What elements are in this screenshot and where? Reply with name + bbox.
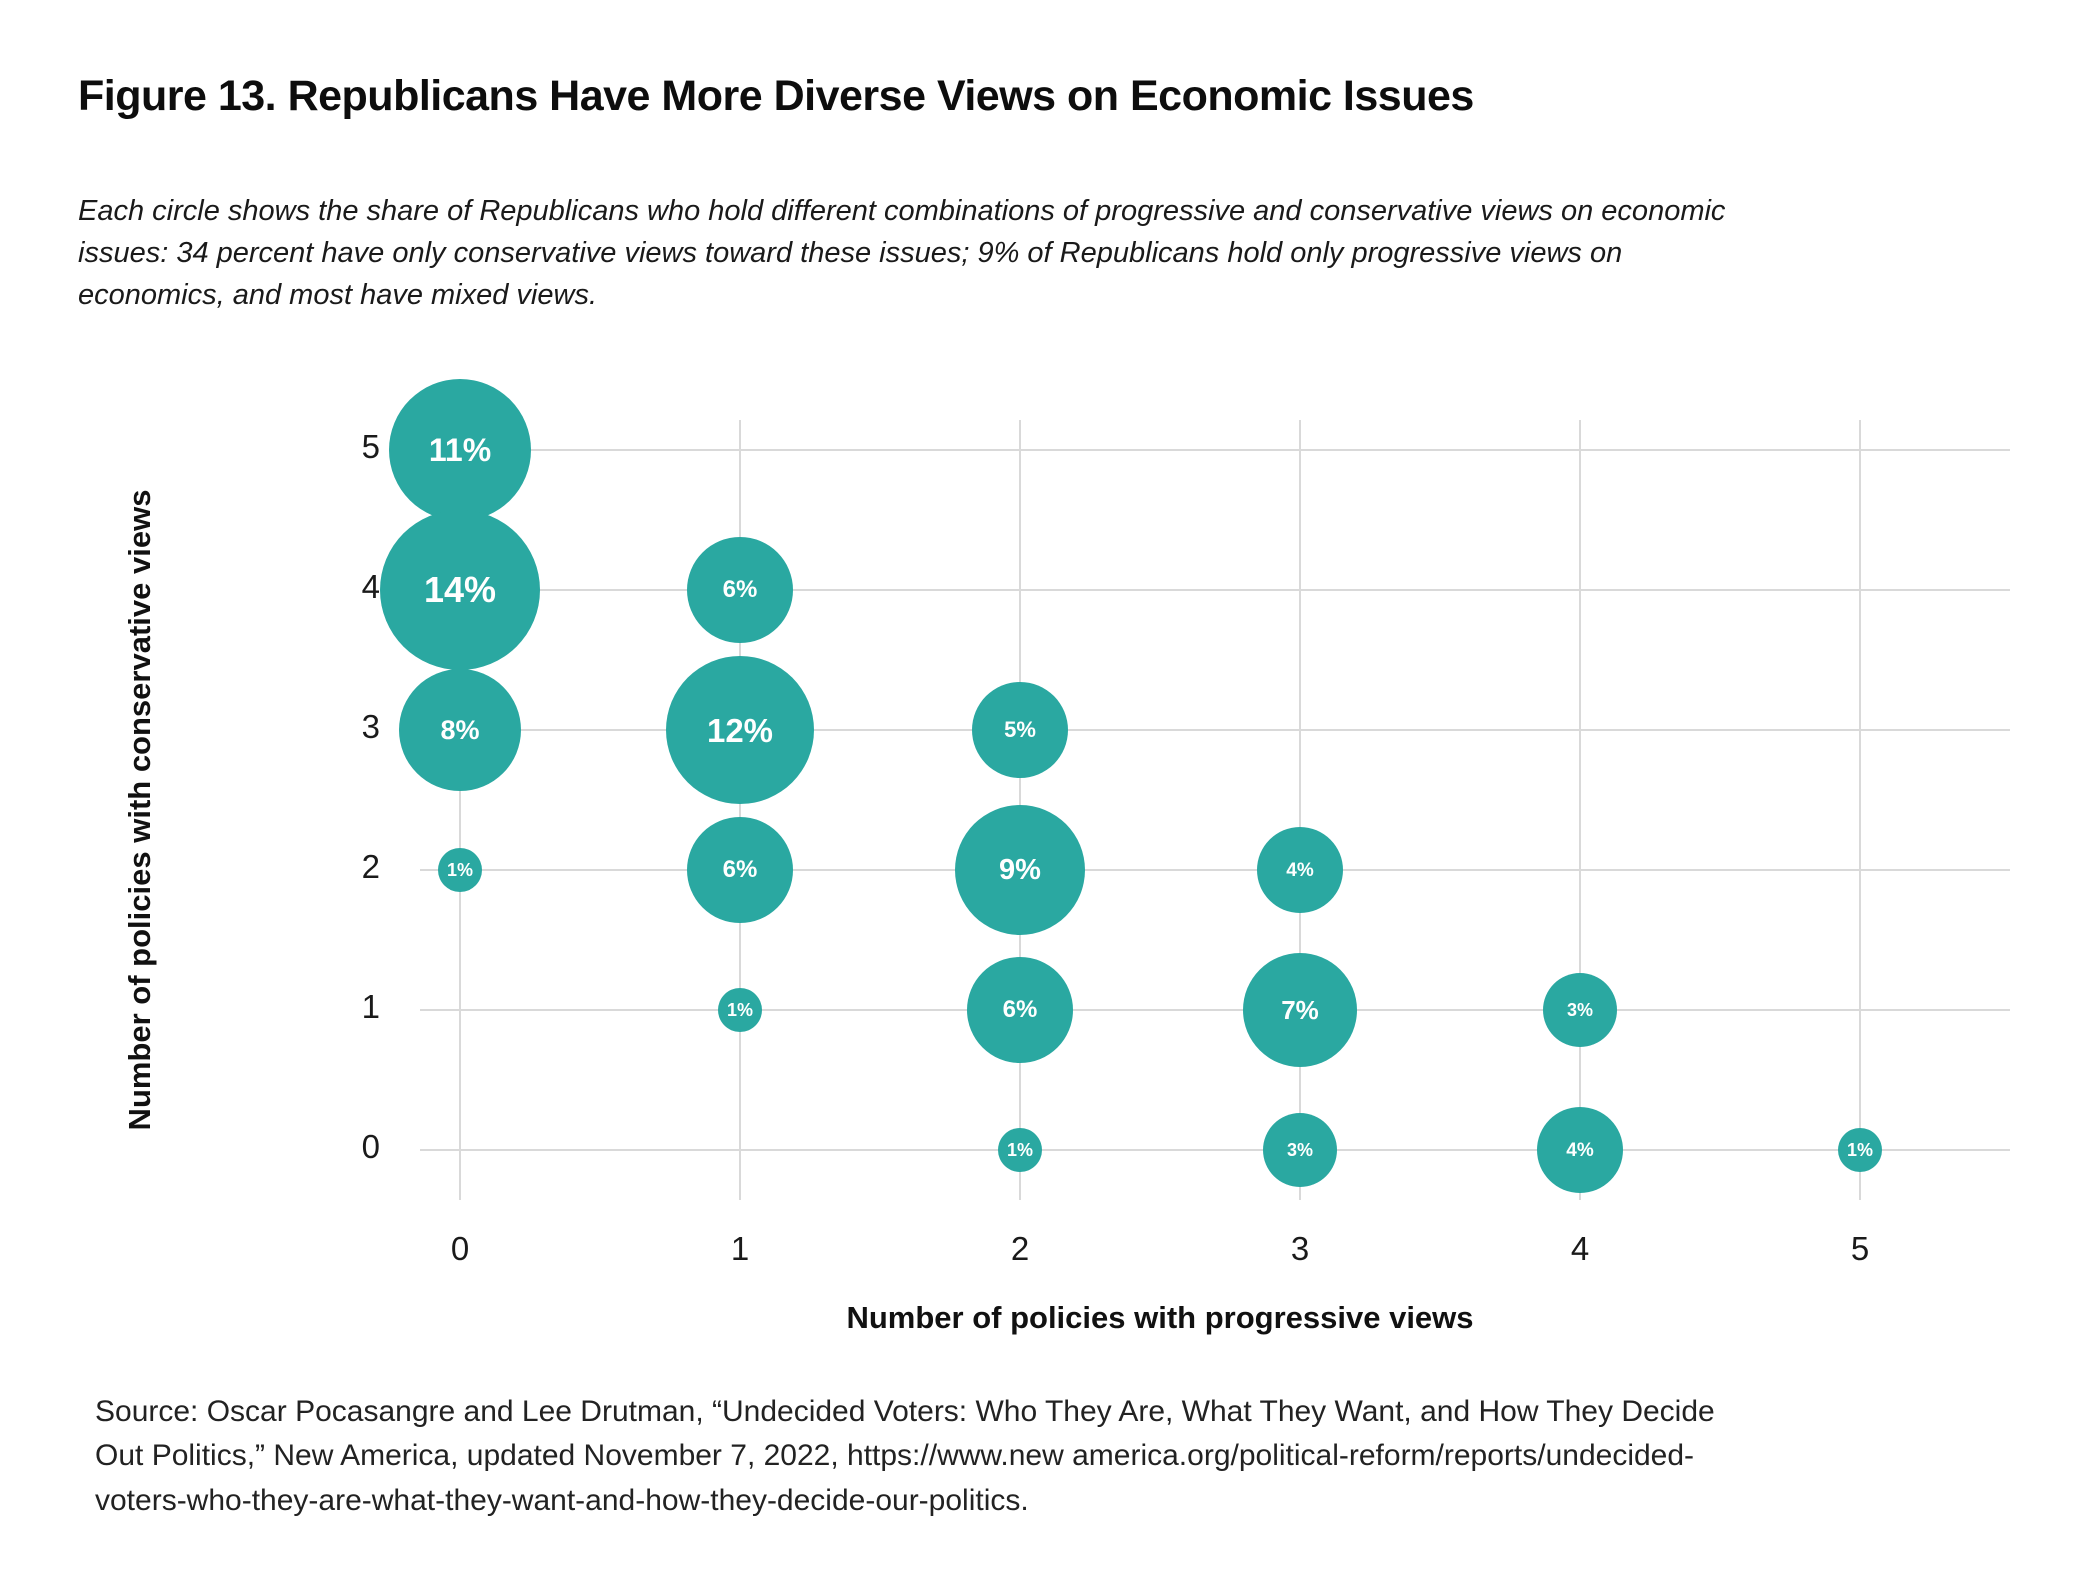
- gridline-vertical: [1299, 420, 1301, 1200]
- bubble: 11%: [389, 379, 531, 521]
- bubble-chart: Number of policies with conservative vie…: [122, 379, 2010, 1335]
- bubble: 1%: [438, 848, 482, 892]
- bubble: 6%: [687, 817, 793, 923]
- x-tick-label: 0: [450, 1230, 470, 1267]
- gridline-horizontal: [420, 589, 2010, 591]
- text-line: Each circle shows the share of Republica…: [78, 195, 1726, 227]
- gridline-horizontal: [420, 449, 2010, 451]
- y-tick-label: 5: [361, 428, 380, 465]
- y-tick-label: 4: [361, 568, 380, 605]
- bubble: 5%: [972, 682, 1068, 778]
- bubble: 1%: [718, 988, 762, 1032]
- gridline-vertical: [1859, 420, 1861, 1200]
- figure-title: Figure 13. Republicans Have More Diverse…: [78, 72, 1474, 120]
- text-line: voters-who-they-are-what-they-want-and-h…: [95, 1483, 1029, 1517]
- y-tick-label: 1: [361, 988, 380, 1025]
- text-line: Out Politics,” New America, updated Nove…: [95, 1439, 1695, 1473]
- gridline-horizontal: [420, 1009, 2010, 1011]
- source-note: Source: Oscar Pocasangre and Lee Drutman…: [95, 1390, 1715, 1523]
- x-tick-label: 2: [1010, 1230, 1030, 1267]
- gridline-horizontal: [420, 729, 2010, 731]
- gridline-horizontal: [420, 869, 2010, 871]
- bubble: 12%: [666, 656, 814, 804]
- bubble: 7%: [1243, 953, 1357, 1067]
- y-tick-label: 2: [361, 848, 380, 885]
- gridline-horizontal: [420, 1149, 2010, 1151]
- bubble: 9%: [955, 805, 1085, 935]
- y-axis-title: Number of policies with conservative vie…: [122, 489, 157, 1131]
- x-tick-label: 5: [1850, 1230, 1870, 1267]
- x-axis-title: Number of policies with progressive view…: [846, 1300, 1474, 1335]
- bubble: 6%: [967, 957, 1073, 1063]
- text-line: Source: Oscar Pocasangre and Lee Drutman…: [95, 1395, 1715, 1428]
- y-tick-label: 0: [361, 1128, 380, 1165]
- text-line: economics, and most have mixed views.: [78, 279, 597, 312]
- bubble: 6%: [687, 537, 793, 643]
- x-tick-label: 3: [1290, 1230, 1310, 1267]
- bubble: 3%: [1543, 973, 1617, 1047]
- bubble: 4%: [1537, 1107, 1623, 1193]
- bubble: 8%: [399, 669, 521, 791]
- text-line: issues: 34 percent have only conservativ…: [78, 237, 1623, 270]
- bubble: 3%: [1263, 1113, 1337, 1187]
- x-tick-label: 4: [1570, 1230, 1590, 1267]
- figure-subtitle: Each circle shows the share of Republica…: [78, 190, 1725, 316]
- plot-area: 0 1 2 3 4 5 0 1 2 3 4 5 11% 14% 8% 1% 6% 12% 6% 1% 5% 9% 6% 1% 4…: [362, 379, 2010, 1267]
- x-tick-label: 1: [730, 1230, 750, 1267]
- bubble: 1%: [998, 1128, 1042, 1172]
- gridline-vertical: [739, 420, 741, 1200]
- bubble: 4%: [1257, 827, 1343, 913]
- bubble: 14%: [380, 510, 540, 670]
- gridline-vertical: [1579, 420, 1581, 1200]
- gridline-vertical: [459, 420, 461, 1200]
- y-tick-label: 3: [361, 708, 380, 745]
- bubble: 1%: [1838, 1128, 1882, 1172]
